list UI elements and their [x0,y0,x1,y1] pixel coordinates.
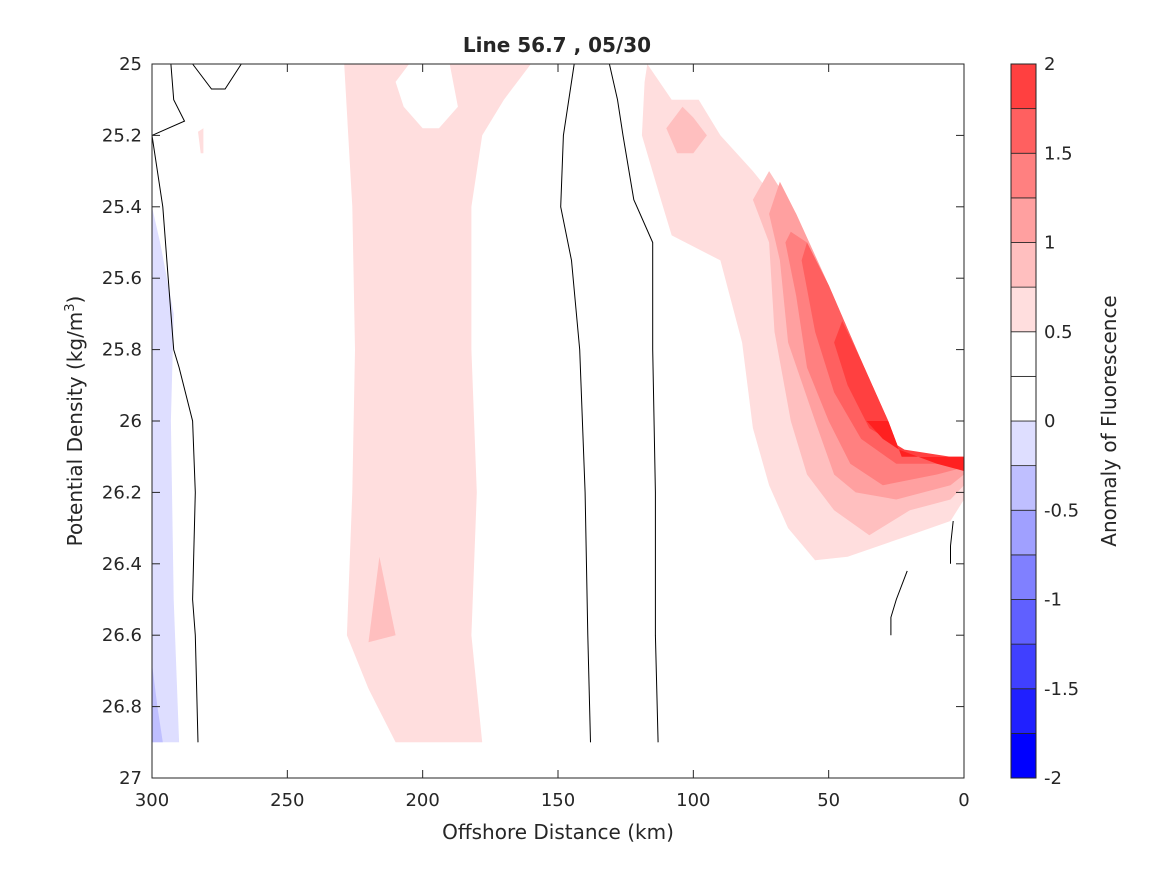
colorbar: 2 1.5 1 0.5 0 -0.5 -1 -1.5 -2 [1010,54,1079,789]
y-tick-label-5: 26 [119,411,142,432]
zero-contour-line-6 [890,570,908,636]
zero-contour-line-1 [151,135,199,743]
filled-contours [152,64,964,743]
y-tick-label-3: 25.6 [102,268,142,289]
colorbar-ticks: 2 1.5 1 0.5 0 -0.5 -1 -1.5 -2 [1044,54,1079,789]
x-tick-label-3: 150 [541,790,575,811]
colorbar-band-5 [1010,509,1037,556]
zero-contour-line-2 [192,63,242,90]
colorbar-band-6 [1010,465,1037,511]
y-tick-label-9: 26.8 [102,697,142,718]
colorbar-band-13 [1010,152,1037,199]
colorbar-band-12 [1010,197,1037,243]
colorbar-tick-label-6: -1 [1044,590,1062,611]
colorbar-band-3 [1010,599,1037,645]
colorbar-band-2 [1010,643,1037,690]
y-tick-label-10: 27 [119,768,142,789]
contour-fill-region-12 [152,663,163,743]
colorbar-band-1 [1010,688,1037,734]
x-axis-label: Offshore Distance (km) [442,820,674,844]
y-tick-label-6: 26.2 [102,482,142,503]
x-tick-label-2: 200 [405,790,439,811]
contour-fill-region-1 [198,128,204,154]
x-axis-ticks: 300 250 200 150 100 50 0 [135,64,970,811]
y-axis-ticks: 25 25.2 25.4 25.6 25.8 26 26.2 26.4 26.6 26.8 27 [102,54,964,789]
y-axis-label-main: Potential Density (kg/m [63,312,87,547]
colorbar-tick-label-1: 1.5 [1044,143,1073,164]
zero-contour-line-0 [151,63,186,136]
x-tick-label-0: 300 [135,790,169,811]
contour-fill-region-6 [769,181,964,500]
contour-fill-region-11 [152,206,180,743]
colorbar-bands [1010,63,1037,779]
colorbar-band-14 [1010,108,1037,154]
y-tick-label-4: 25.8 [102,340,142,361]
colorbar-band-10 [1010,286,1037,333]
x-tick-label-1: 250 [270,790,304,811]
contour-fill-region-0 [344,64,531,743]
colorbar-tick-label-3: 0.5 [1044,322,1073,343]
colorbar-band-7 [1010,420,1037,467]
chart-title: Line 56.7 , 05/30 [463,33,651,57]
contour-fill-region-10 [866,421,964,471]
colorbar-tick-label-7: -1.5 [1044,679,1079,700]
x-tick-label-6: 0 [958,790,969,811]
colorbar-tick-label-0: 2 [1044,54,1055,75]
colorbar-tick-label-4: 0 [1044,411,1055,432]
contour-fill-region-9 [834,321,964,457]
zero-contour-line-3 [560,63,591,743]
colorbar-band-15 [1010,63,1037,110]
colorbar-label: Anomaly of Fluorescence [1097,295,1121,546]
contour-fill-region-3 [368,556,396,643]
y-axis-label: Potential Density (kg/m3) [63,296,87,547]
colorbar-band-11 [1010,242,1037,288]
colorbar-band-9 [1010,331,1037,377]
colorbar-tick-label-8: -2 [1044,768,1062,789]
y-tick-label-7: 26.4 [102,554,142,575]
y-tick-label-8: 26.6 [102,625,142,646]
colorbar-tick-label-2: 1 [1044,233,1055,254]
y-tick-label-0: 25 [119,54,142,75]
zero-contour-line-5 [950,520,954,564]
x-tick-label-4: 100 [676,790,710,811]
zero-contour-lines [151,63,954,743]
plot-area: 300 250 200 150 100 50 0 2525.225.425.625.8262… [102,54,970,811]
y-tick-label-2: 25.4 [102,197,142,218]
zero-contour-line-4 [608,63,659,743]
contour-fill-region-4 [666,106,707,154]
colorbar-band-4 [1010,554,1037,600]
y-axis-label-close: ) [63,296,87,304]
y-axis-label-superscript: 3 [63,303,78,311]
colorbar-tick-label-5: -0.5 [1044,500,1079,521]
colorbar-band-8 [1010,375,1037,422]
y-tick-label-1: 25.2 [102,125,142,146]
colorbar-band-0 [1010,732,1037,779]
colorbar-frame [1010,63,1037,779]
x-tick-label-5: 50 [817,790,840,811]
